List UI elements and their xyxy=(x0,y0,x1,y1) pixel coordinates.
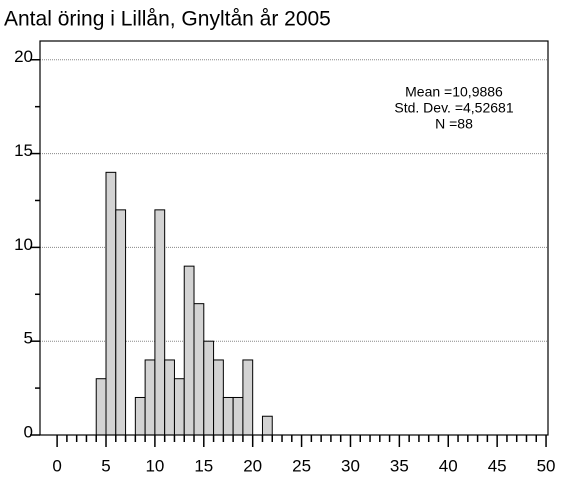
annotation: N =88 xyxy=(435,116,473,132)
bar xyxy=(134,396,146,436)
bar xyxy=(203,340,215,436)
bar xyxy=(242,359,254,436)
y-tick-label: 15 xyxy=(14,141,33,160)
x-tick-label: 5 xyxy=(101,456,110,475)
annotation: Std. Dev. =4,52681 xyxy=(394,100,513,116)
bar xyxy=(144,359,156,436)
x-tick-label: 25 xyxy=(292,456,311,475)
y-tick-label: 5 xyxy=(24,329,33,348)
x-tick-label: 30 xyxy=(341,456,360,475)
bar xyxy=(222,396,234,436)
bar xyxy=(164,359,175,436)
plot-frame xyxy=(39,40,549,436)
bar xyxy=(261,415,273,436)
x-tick-label: 10 xyxy=(145,456,164,475)
bar xyxy=(105,171,117,436)
bar xyxy=(95,378,107,436)
x-tick-label: 40 xyxy=(439,456,458,475)
bar xyxy=(173,378,185,436)
x-tick-label: 15 xyxy=(194,456,213,475)
x-tick-label: 35 xyxy=(390,456,409,475)
bar xyxy=(183,265,195,436)
x-tick-label: 45 xyxy=(488,456,507,475)
y-tick-label: 0 xyxy=(24,422,33,441)
x-tick-label: 0 xyxy=(52,456,61,475)
y-tick-label: 10 xyxy=(14,235,33,254)
bar xyxy=(154,209,166,436)
bar xyxy=(115,209,127,436)
chart-title: Antal öring i Lillån, Gnyltån år 2005 xyxy=(4,8,331,31)
x-tick-label: 50 xyxy=(537,456,556,475)
y-tick-label: 20 xyxy=(14,47,33,66)
bar xyxy=(232,396,244,436)
x-tick-label: 20 xyxy=(243,456,262,475)
bar xyxy=(213,359,224,436)
annotation: Mean =10,9886 xyxy=(405,84,503,100)
bar xyxy=(193,303,205,436)
